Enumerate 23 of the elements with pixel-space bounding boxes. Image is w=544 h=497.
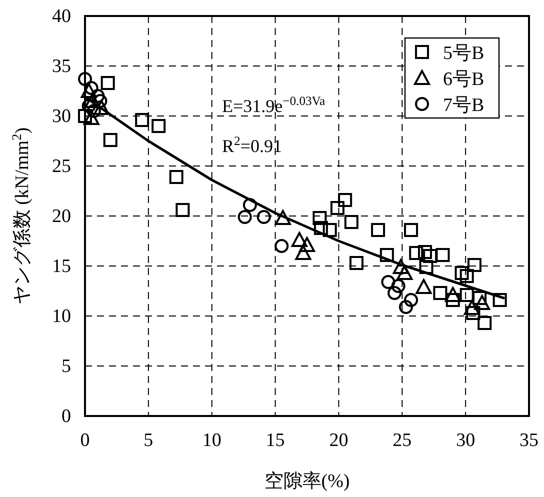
y-tick-label: 10: [52, 306, 71, 327]
y-tick-label: 35: [52, 56, 71, 77]
y-tick-label: 40: [52, 6, 71, 27]
y-tick-label: 20: [52, 206, 71, 227]
x-axis-title: 空隙率(%): [264, 470, 350, 492]
annotation: E=31.9e$^{−0.03Va}$: [222, 94, 326, 116]
x-tick-label: 30: [456, 430, 476, 451]
x-tick-label: 5: [144, 430, 154, 451]
legend-label: 6号B: [443, 69, 484, 90]
x-tick-label: 35: [520, 430, 538, 451]
y-tick-label: 25: [52, 156, 71, 177]
legend-label: 7号B: [443, 95, 484, 116]
x-tick-label: 10: [202, 430, 222, 451]
y-tick-label: 0: [62, 406, 71, 427]
x-tick-label: 25: [392, 430, 412, 451]
x-tick-label: 0: [80, 430, 90, 451]
annotation: R$^{2}$=0.91: [222, 134, 282, 156]
y-tick-label: 30: [52, 106, 71, 127]
legend-label: 5号B: [443, 43, 484, 64]
x-tick-label: 15: [266, 430, 285, 451]
x-tick-label: 20: [329, 430, 348, 451]
y-tick-label: 5: [62, 356, 71, 377]
y-tick-label: 15: [52, 256, 71, 277]
